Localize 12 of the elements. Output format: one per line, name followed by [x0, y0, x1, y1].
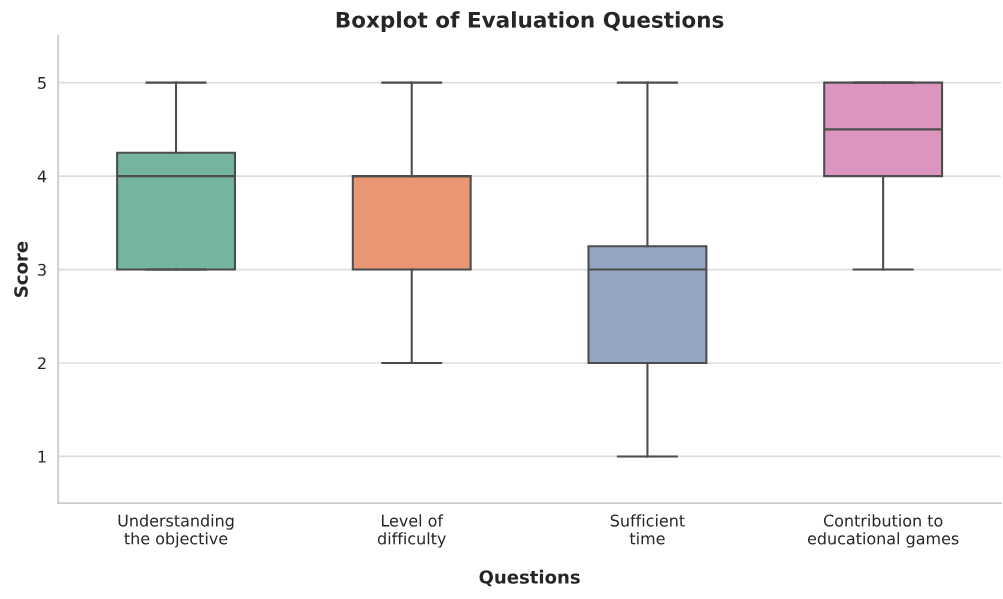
y-tick-label: 1: [38, 450, 46, 463]
x-axis-title: Questions: [479, 569, 580, 587]
x-tick-label: Contribution to educational games: [807, 514, 959, 548]
x-tick-label: Understanding the objective: [118, 514, 234, 548]
y-tick-label: 2: [38, 357, 46, 370]
x-tick-label: Level of difficulty: [377, 514, 446, 548]
y-tick-label: 4: [37, 170, 47, 183]
chart-title: Boxplot of Evaluation Questions: [336, 11, 724, 33]
y-tick-label: 5: [38, 77, 46, 89]
x-tick-label: Sufficient time: [610, 514, 685, 545]
y-tick-label: 3: [38, 263, 46, 276]
y-axis-title: Score: [14, 241, 28, 297]
